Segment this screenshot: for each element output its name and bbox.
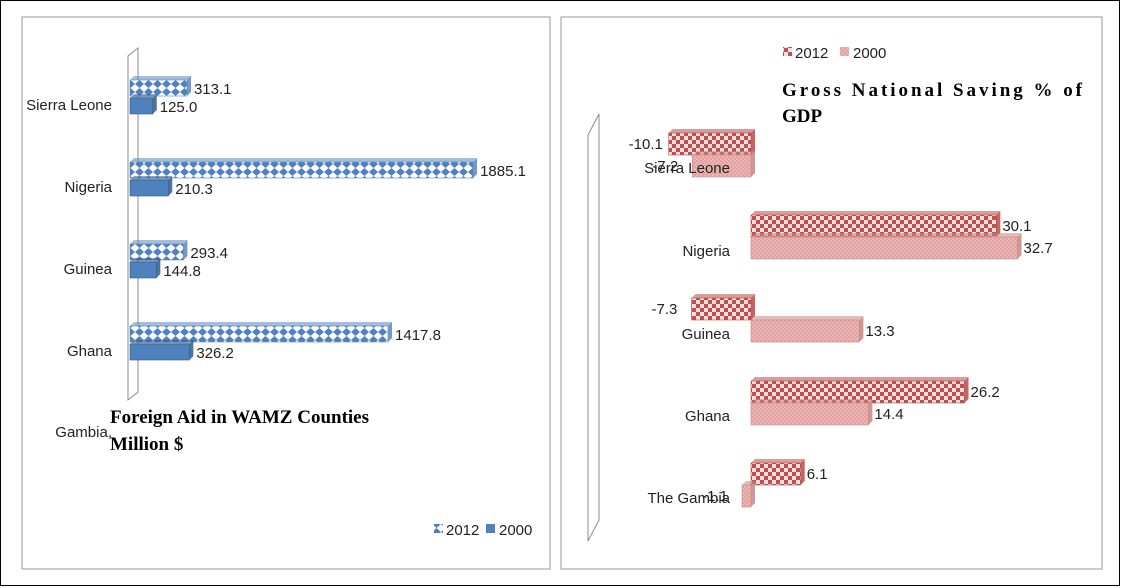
- data-label-2012-sierra-leone: -10.1: [629, 136, 663, 153]
- data-label-2012-nigeria: 30.1: [1002, 218, 1031, 235]
- tick-label-ghana: Ghana: [67, 343, 113, 360]
- legend-label-2012: 2012: [446, 522, 479, 539]
- gross-saving-bars: [668, 129, 1022, 508]
- legend-label-2000-saving: 2000: [853, 45, 886, 62]
- bar-2012-ghana: [750, 377, 969, 404]
- bar-2000-guinea: [750, 316, 864, 343]
- tick-label-ghana: Ghana: [685, 408, 731, 425]
- data-label-2000-ghana: 326.2: [196, 345, 234, 362]
- right-axis-wall: [587, 113, 600, 542]
- bar-2012-nigeria: [129, 158, 478, 179]
- right-legend: 2012 2000: [783, 45, 886, 62]
- bar-2000-sierra-leone: [129, 94, 157, 115]
- legend-label-2000: 2000: [499, 522, 532, 539]
- left-chart-title-line-2: Million $: [110, 434, 183, 455]
- tick-label-sierra-leone: Sierra Leone: [26, 97, 112, 114]
- legend-swatch-2012: [434, 524, 443, 533]
- data-label-2000-sierra-leone: -7.2: [652, 158, 678, 175]
- bar-2000-the-gambia: [741, 481, 755, 508]
- bar-2000-guinea: [129, 258, 161, 279]
- left-axis-wall: [127, 46, 139, 402]
- right-chart-title-line-1: Gross National Saving % of: [782, 80, 1083, 101]
- right-chart-panel: [560, 16, 1103, 570]
- foreign-aid-category-labels: Sierra Leone Nigeria Guinea Ghana Gambia,: [26, 97, 113, 441]
- data-label-2012-nigeria: 1885.1: [480, 163, 526, 180]
- right-chart-title-line-2: GDP: [782, 106, 823, 127]
- tick-label-guinea: Guinea: [682, 326, 731, 343]
- tick-label-sierra-leone: Sierra Leone: [644, 160, 730, 177]
- bar-2012-guinea: [691, 294, 755, 321]
- legend-swatch-2000: [486, 524, 495, 533]
- left-legend: 2012 2000: [434, 522, 532, 539]
- data-label-2000-nigeria: 32.7: [1024, 240, 1053, 257]
- data-label-2012-ghana: 26.2: [971, 384, 1000, 401]
- foreign-aid-bars: [129, 76, 478, 361]
- data-label-2000-guinea: 13.3: [865, 323, 894, 340]
- left-chart-title-line-1: Foreign Aid in WAMZ Counties: [110, 407, 369, 428]
- tick-label-nigeria: Nigeria: [64, 179, 112, 196]
- bar-2012-nigeria: [750, 211, 1001, 238]
- legend-swatch-2000-saving: [840, 47, 849, 56]
- gross-saving-category-labels: Sierra Leone Nigeria Guinea Ghana The Gambia: [644, 160, 731, 507]
- tick-label-gambia: Gambia,: [55, 424, 112, 441]
- bar-2000-ghana: [750, 399, 873, 426]
- bar-2012-the-gambia: [750, 459, 805, 486]
- tick-label-nigeria: Nigeria: [682, 243, 730, 260]
- bar-2000-nigeria: [750, 233, 1022, 260]
- data-label-2000-the-gambia: -1.1: [702, 488, 728, 505]
- bar-2012-sierra-leone: [129, 76, 191, 97]
- data-label-2000-guinea: 144.8: [163, 263, 201, 280]
- data-label-2012-ghana: 1417.8: [395, 327, 441, 344]
- data-label-2000-sierra-leone: 125.0: [160, 99, 198, 116]
- gross-saving-data-labels: -10.1 -7.2 30.1 32.7 -7.3 13.3 26.2 14.4 6.1 -1.1: [629, 136, 1053, 505]
- data-label-2012-the-gambia: 6.1: [807, 466, 828, 483]
- bar-2012-ghana: [129, 322, 393, 343]
- bar-2000-nigeria: [129, 176, 173, 197]
- bar-2000-sierra-leone: [692, 151, 755, 178]
- legend-swatch-2012-saving: [783, 47, 792, 56]
- left-chart-panel: [21, 16, 551, 570]
- bar-2000-ghana: [129, 340, 194, 361]
- data-label-2012-guinea: 293.4: [190, 245, 228, 262]
- data-label-2012-guinea: -7.3: [652, 301, 678, 318]
- bar-2012-guinea: [129, 240, 188, 261]
- data-label-2012-sierra-leone: 313.1: [194, 81, 232, 98]
- tick-label-the-gambia: The Gambia: [647, 490, 730, 507]
- legend-label-2012-saving: 2012: [795, 45, 828, 62]
- data-label-2000-ghana: 14.4: [874, 406, 903, 423]
- data-label-2000-nigeria: 210.3: [175, 181, 213, 198]
- tick-label-guinea: Guinea: [64, 261, 113, 278]
